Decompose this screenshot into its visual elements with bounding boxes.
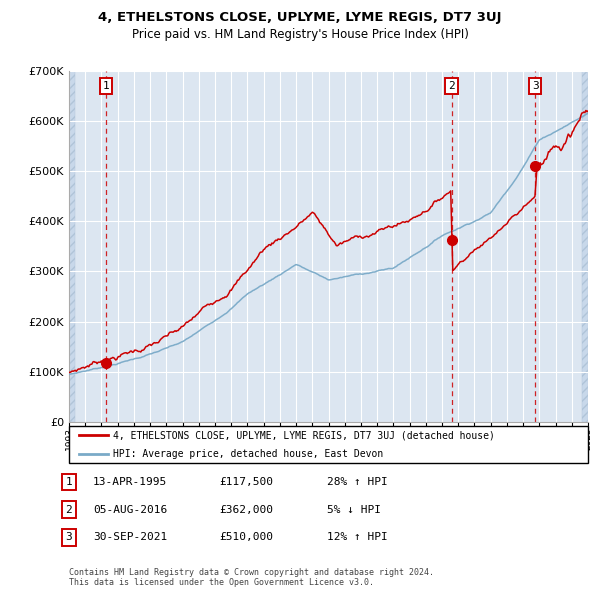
- Text: 1: 1: [65, 477, 73, 487]
- Text: £117,500: £117,500: [219, 477, 273, 487]
- Text: £510,000: £510,000: [219, 533, 273, 542]
- Text: 5% ↓ HPI: 5% ↓ HPI: [327, 505, 381, 514]
- Text: 13-APR-1995: 13-APR-1995: [93, 477, 167, 487]
- Text: 28% ↑ HPI: 28% ↑ HPI: [327, 477, 388, 487]
- Text: 30-SEP-2021: 30-SEP-2021: [93, 533, 167, 542]
- Bar: [69, 71, 76, 422]
- Text: Price paid vs. HM Land Registry's House Price Index (HPI): Price paid vs. HM Land Registry's House …: [131, 28, 469, 41]
- Text: 1: 1: [103, 81, 109, 91]
- Text: £362,000: £362,000: [219, 505, 273, 514]
- Text: 3: 3: [532, 81, 539, 91]
- Text: Contains HM Land Registry data © Crown copyright and database right 2024.
This d: Contains HM Land Registry data © Crown c…: [69, 568, 434, 587]
- Text: 05-AUG-2016: 05-AUG-2016: [93, 505, 167, 514]
- FancyBboxPatch shape: [69, 426, 588, 463]
- Text: 4, ETHELSTONS CLOSE, UPLYME, LYME REGIS, DT7 3UJ (detached house): 4, ETHELSTONS CLOSE, UPLYME, LYME REGIS,…: [113, 430, 495, 440]
- Text: 3: 3: [65, 533, 73, 542]
- Text: 2: 2: [448, 81, 455, 91]
- Text: 4, ETHELSTONS CLOSE, UPLYME, LYME REGIS, DT7 3UJ: 4, ETHELSTONS CLOSE, UPLYME, LYME REGIS,…: [98, 11, 502, 24]
- Text: 2: 2: [65, 505, 73, 514]
- Text: HPI: Average price, detached house, East Devon: HPI: Average price, detached house, East…: [113, 449, 383, 459]
- Bar: [581, 71, 588, 422]
- Text: 12% ↑ HPI: 12% ↑ HPI: [327, 533, 388, 542]
